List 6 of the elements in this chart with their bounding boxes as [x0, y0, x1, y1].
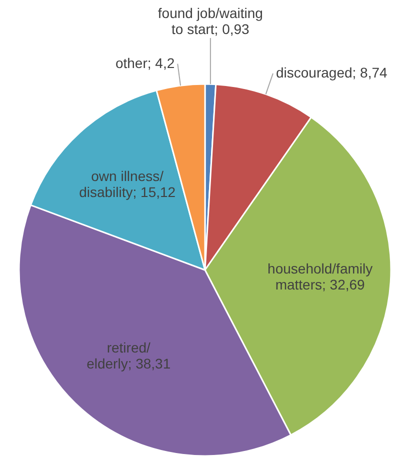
slice-label: discouraged; 8,74	[276, 64, 388, 80]
slice-label: other; 4,2	[115, 54, 175, 71]
slice-label: found job/waiting to start; 0,93	[158, 5, 263, 37]
slice-label: own illness/disability; 15,12	[79, 167, 176, 200]
slice-label: household/family matters; 32,69	[268, 260, 373, 292]
slice-label: retired/elderly; 38,31	[86, 339, 171, 372]
